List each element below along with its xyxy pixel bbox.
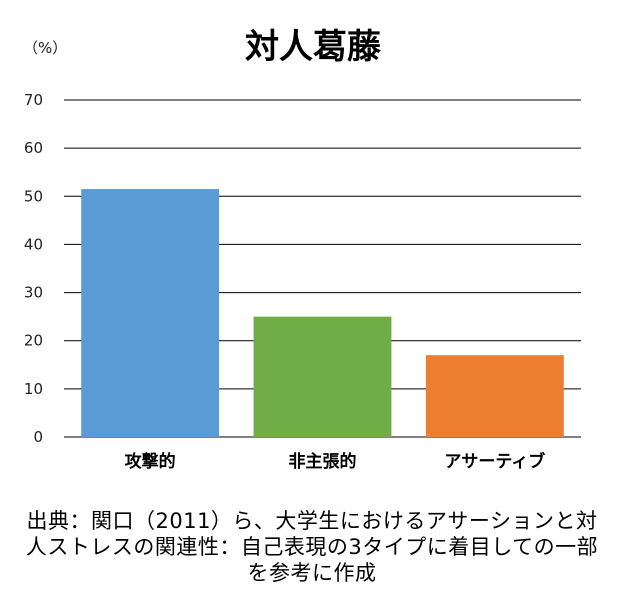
y-axis-ticks: 0 10 20 30 40 50 60 70 [24,91,43,446]
y-tick-label: 30 [24,284,43,302]
source-note: 出典：関口（2011）ら、大学生におけるアサーションと対人ストレスの関連性：自己… [25,509,599,585]
bar-chart: 対人葛藤 （%） 0 10 20 30 40 50 60 70 攻撃的 非主張的 アサーティブ [23,27,581,472]
y-tick-label: 40 [24,235,43,253]
bars [81,189,564,437]
y-axis-unit-label: （%） [23,39,67,57]
chart-title: 対人葛藤 [245,27,381,67]
y-tick-label: 10 [24,380,43,398]
y-tick-label: 60 [24,139,43,157]
x-category-label: 非主張的 [289,451,357,472]
y-tick-label: 0 [33,428,43,446]
x-category-label: アサーティブ [444,451,545,472]
y-tick-label: 70 [24,91,43,109]
bar-3 [425,355,564,437]
x-category-label: 攻撃的 [125,451,176,472]
x-axis-labels: 攻撃的 非主張的 アサーティブ [125,451,546,472]
y-tick-label: 20 [24,332,43,350]
bar-1 [81,189,220,437]
y-tick-label: 50 [24,187,43,205]
bar-2 [253,316,392,437]
